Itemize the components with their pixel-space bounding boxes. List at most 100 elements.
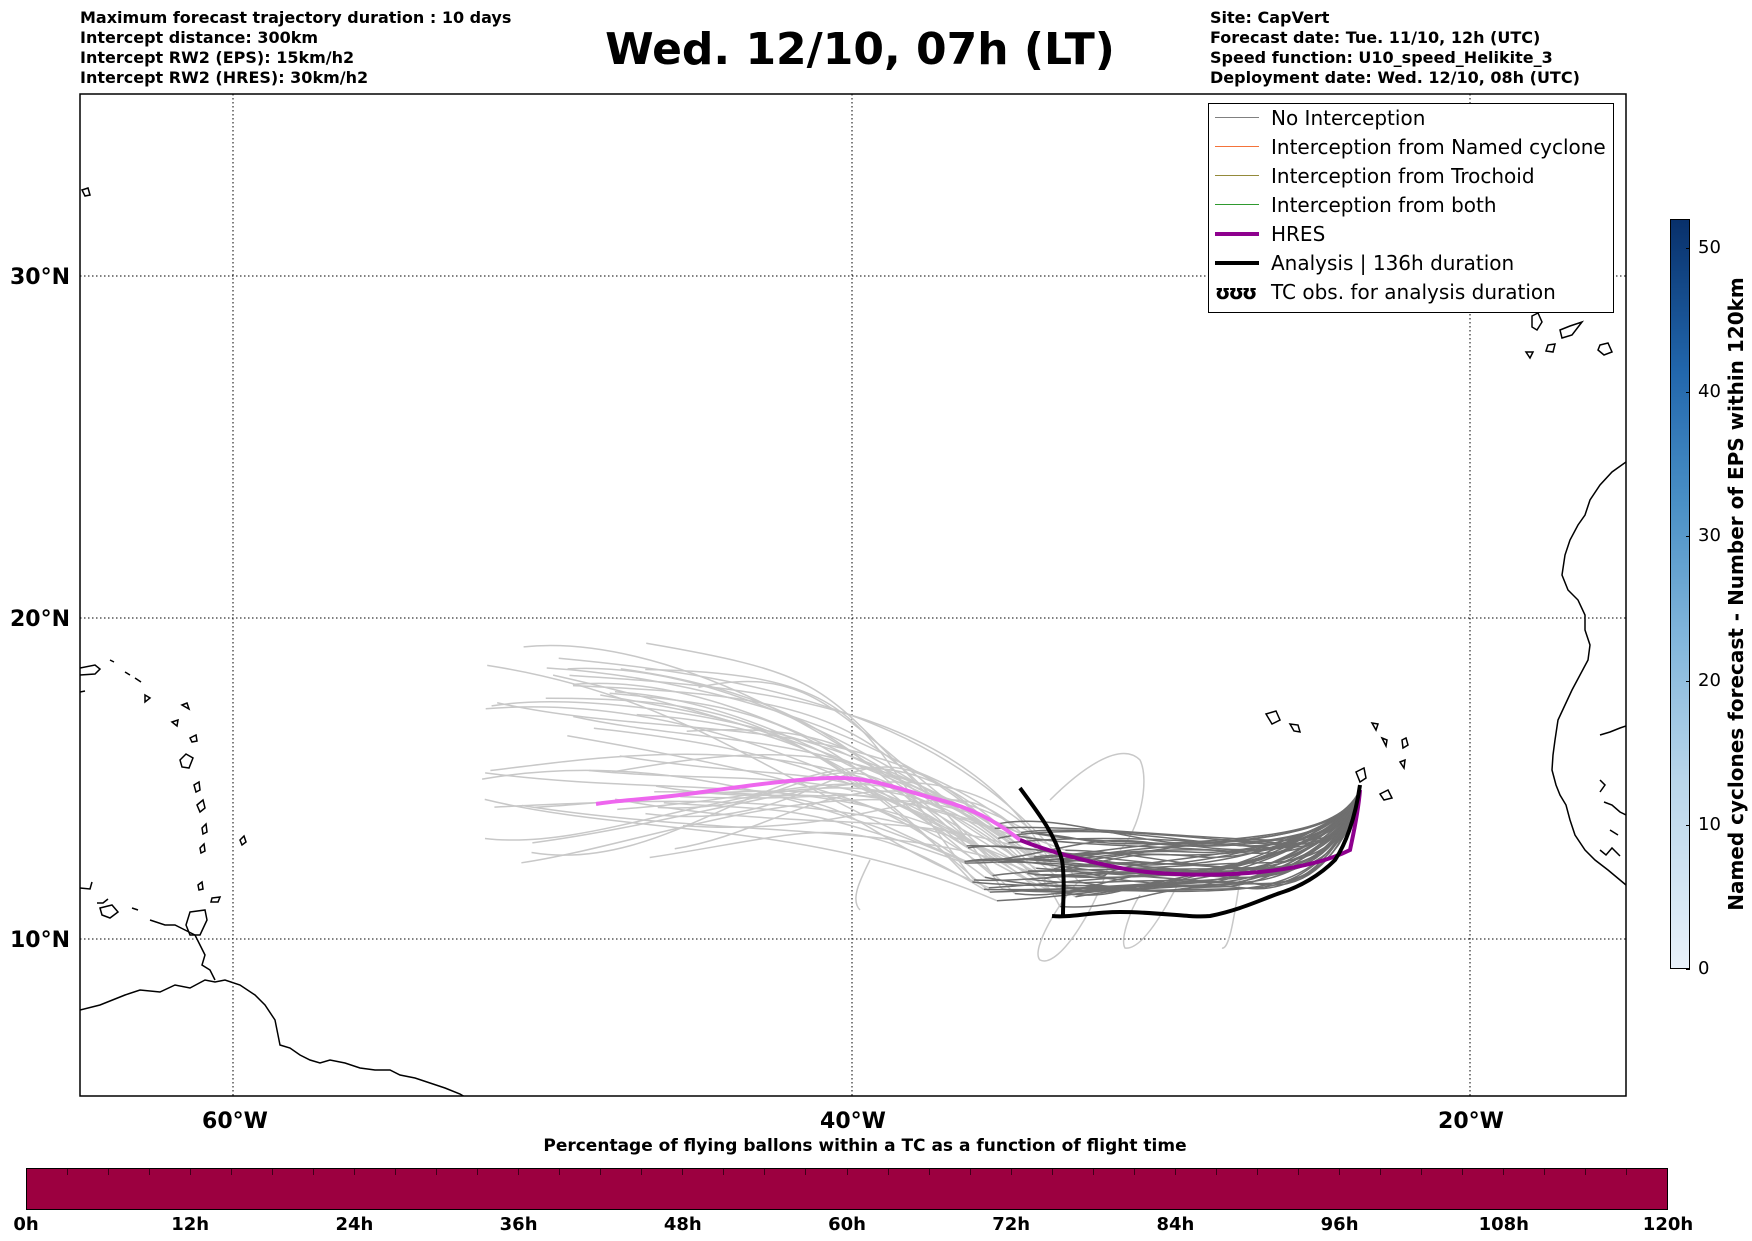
- eps-trajectory-segment: [657, 772, 968, 847]
- colorbar-tick-label: 20: [1698, 669, 1721, 691]
- eps-trajectory-segment: [649, 831, 985, 891]
- flight-time-tick-label: 48h: [663, 1214, 702, 1235]
- aruba-curacao: [99, 904, 120, 919]
- flight-time-minor-tick: [271, 1169, 273, 1175]
- flight-time-minor-tick: [189, 1169, 191, 1175]
- caribbean-small-islands: [80, 690, 139, 911]
- flight-time-minor-tick: [1585, 1169, 1587, 1175]
- flight-time-tick-label: 72h: [992, 1214, 1031, 1235]
- legend-item-analysis: Analysis | 136h duration: [1209, 249, 1613, 278]
- eps-trajectory-segment: [1059, 787, 1361, 908]
- leeward-islands: [144, 693, 191, 728]
- flight-time-minor-tick: [1298, 1169, 1300, 1175]
- eps-trajectories-dark: [964, 787, 1361, 908]
- flight-time-minor-tick: [1462, 1169, 1464, 1175]
- legend-swatch: [1215, 204, 1259, 205]
- south-america-coast: [80, 979, 465, 1096]
- eps-trajectory-segment: [855, 859, 871, 911]
- trinidad-island: [185, 909, 208, 936]
- flight-time-minor-tick: [764, 1169, 766, 1175]
- left-info-block: Maximum forecast trajectory duration : 1…: [80, 8, 511, 88]
- flight-time-tick-label: 12h: [171, 1214, 210, 1235]
- eps-trajectory-segment: [614, 690, 1045, 880]
- st-lucia-island: [201, 822, 208, 836]
- lon-label-40w: 40°W: [820, 1109, 886, 1134]
- legend-swatch: [1215, 232, 1259, 236]
- max-duration-text: Maximum forecast trajectory duration : 1…: [80, 8, 512, 27]
- legend-item-tc-obs: ʊʊʊ TC obs. for analysis duration: [1209, 278, 1613, 307]
- africa-coast-details: [1599, 725, 1626, 857]
- flight-time-minor-tick: [148, 1169, 150, 1175]
- analysis-trajectory: [1018, 784, 1362, 919]
- martinique-island: [196, 798, 206, 814]
- eps-trajectory-segment: [988, 787, 1361, 889]
- guadeloupe-island: [179, 753, 194, 769]
- eps-trajectory-segment: [490, 753, 1036, 876]
- africa-coast: [1551, 461, 1626, 886]
- flight-time-minor-tick: [1133, 1169, 1135, 1175]
- barbados-island: [239, 834, 247, 847]
- virgin-islands: [109, 659, 142, 683]
- flight-time-minor-tick: [1339, 1169, 1341, 1175]
- legend-item-hres: HRES: [1209, 220, 1613, 249]
- colorbar-tick-mark: [1686, 969, 1690, 970]
- legend-item-trochoid: Interception from Trochoid: [1209, 162, 1613, 191]
- map-legend: No Interception Interception from Named …: [1208, 103, 1614, 313]
- flight-time-minor-tick: [436, 1169, 437, 1175]
- legend-label: Interception from Trochoid: [1271, 164, 1535, 188]
- legend-label: TC obs. for analysis duration: [1271, 280, 1556, 304]
- flight-time-minor-tick: [1215, 1169, 1217, 1175]
- flight-time-minor-tick: [230, 1169, 232, 1175]
- flight-time-minor-tick: [353, 1169, 355, 1175]
- lat-label-20n: 20°N: [10, 607, 70, 632]
- lat-label-30n: 30°N: [10, 265, 70, 290]
- flight-time-bar: [26, 1168, 1668, 1210]
- flight-time-minor-tick: [312, 1169, 314, 1175]
- dominica-island: [193, 780, 201, 794]
- legend-label: Analysis | 136h duration: [1271, 251, 1515, 275]
- flight-time-tick-label: 84h: [1156, 1214, 1195, 1235]
- map-content: [80, 94, 1626, 1096]
- eps-trajectory-segment: [545, 697, 991, 893]
- flight-time-minor-tick: [1503, 1169, 1505, 1175]
- flight-time-minor-tick: [1380, 1169, 1382, 1175]
- eps-trajectory-segment: [1075, 787, 1361, 898]
- legend-item-named-cyclone: Interception from Named cyclone: [1209, 133, 1613, 162]
- colorbar-tick-label: 10: [1698, 813, 1721, 835]
- eps-trajectory-segment: [1008, 787, 1361, 847]
- eps-trajectory-segment: [1057, 787, 1361, 895]
- eps-trajectory-segment: [531, 767, 999, 856]
- eps-trajectory-segment: [972, 787, 1361, 892]
- flight-time-minor-tick: [1092, 1169, 1094, 1175]
- eps-trajectory-segment: [491, 701, 1061, 907]
- flight-time-minor-tick: [559, 1169, 561, 1175]
- eps-trajectory-segment: [964, 787, 1361, 864]
- flight-time-tick-label: 0h: [13, 1214, 39, 1235]
- eps-trajectory-segment: [573, 715, 1023, 861]
- flight-time-minor-tick: [1544, 1169, 1546, 1175]
- legend-swatch: [1215, 146, 1259, 147]
- flight-time-minor-tick: [1626, 1169, 1628, 1175]
- flight-time-tick-label: 96h: [1320, 1214, 1359, 1235]
- site-text: Site: CapVert: [1210, 8, 1330, 27]
- flight-time-minor-tick: [805, 1169, 807, 1175]
- colorbar-tick-label: 0: [1698, 958, 1710, 979]
- flight-time-minor-tick: [969, 1169, 971, 1175]
- flight-time-tick-label: 36h: [499, 1214, 538, 1235]
- flight-time-minor-tick: [723, 1169, 725, 1175]
- eps-trajectory-segment: [558, 657, 1080, 883]
- legend-label: HRES: [1271, 222, 1326, 246]
- colorbar-title: Named cyclones forecast - Number of EPS …: [1724, 277, 1748, 911]
- legend-label: Interception from Named cyclone: [1271, 135, 1606, 159]
- eps-trajectory-segment: [487, 664, 967, 862]
- colorbar-tick-mark: [1686, 680, 1690, 682]
- deployment-date-text: Deployment date: Wed. 12/10, 08h (UTC): [1210, 68, 1580, 87]
- map-frame: [79, 93, 1627, 1097]
- colorbar-tick-label: 30: [1698, 525, 1721, 547]
- canary-islands: [1524, 311, 1614, 360]
- eps-trajectory-segment: [998, 787, 1361, 846]
- lat-label-10n: 10°N: [10, 928, 70, 953]
- puerto-rico-coast: [80, 664, 102, 676]
- flight-time-minor-tick: [1421, 1169, 1423, 1175]
